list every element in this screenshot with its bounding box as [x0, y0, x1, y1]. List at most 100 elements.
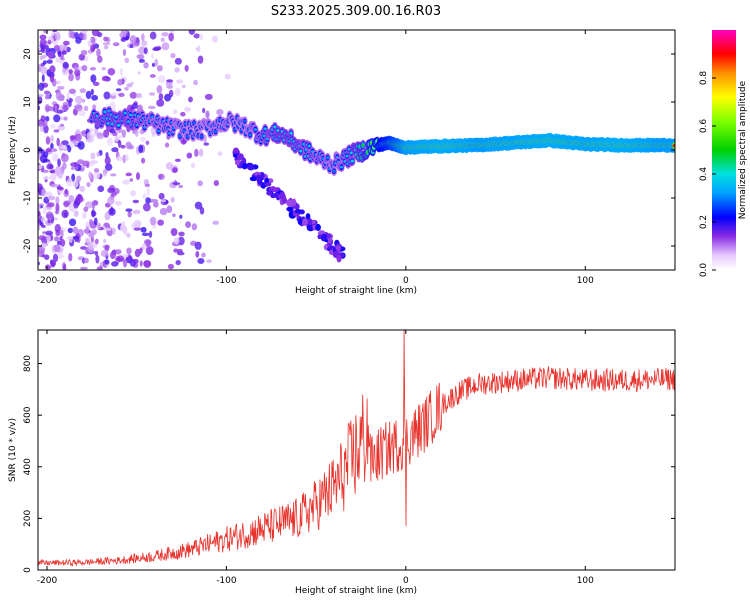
- ridge-core: [178, 134, 182, 138]
- speckle: [191, 223, 198, 231]
- speckle: [88, 233, 95, 239]
- speckle: [100, 249, 109, 258]
- speckle: [95, 254, 100, 264]
- speckle: [165, 162, 174, 170]
- speckle: [60, 153, 69, 163]
- speckle: [57, 50, 62, 58]
- streak-blob: [320, 233, 328, 242]
- speckle: [83, 33, 87, 41]
- speckle: [91, 30, 100, 37]
- speckle: [134, 129, 139, 137]
- speckle: [77, 159, 85, 165]
- speckle: [62, 40, 70, 46]
- speckle: [174, 57, 182, 65]
- speckle: [126, 83, 133, 88]
- speckle: [49, 169, 56, 174]
- speckle: [107, 187, 115, 194]
- ridge-core: [128, 113, 133, 117]
- streak-blob: [305, 213, 311, 220]
- speckle: [122, 48, 127, 56]
- speckle: [42, 206, 47, 215]
- speckle: [55, 230, 61, 237]
- speckle: [141, 157, 146, 164]
- speckle: [116, 156, 124, 162]
- spectrogram-xlabel: Height of straight line (km): [295, 286, 417, 296]
- speckle: [75, 95, 83, 105]
- speckle: [40, 115, 46, 122]
- speckle: [45, 136, 51, 145]
- speckle: [119, 68, 124, 76]
- speckle: [102, 168, 108, 177]
- speckle: [63, 116, 68, 121]
- speckle: [85, 90, 92, 100]
- speckle: [107, 137, 113, 146]
- y-tick-label: 0: [23, 147, 33, 153]
- speckle: [170, 197, 175, 203]
- speckle: [86, 131, 93, 140]
- speckle: [57, 158, 61, 167]
- speckle: [38, 235, 46, 241]
- speckle: [68, 237, 73, 244]
- ridge-core: [299, 149, 303, 153]
- speckle: [38, 47, 41, 52]
- speckle: [44, 95, 50, 100]
- speckle: [133, 219, 142, 228]
- speckle: [72, 226, 79, 234]
- speckle: [142, 193, 147, 200]
- speckle: [122, 258, 128, 268]
- speckle: [212, 220, 220, 225]
- speckle: [58, 44, 65, 52]
- speckle: [50, 183, 59, 188]
- speckle: [38, 223, 41, 231]
- speckle: [197, 44, 201, 53]
- speckle: [66, 178, 73, 187]
- speckle: [184, 64, 189, 72]
- speckle: [82, 212, 87, 220]
- speckle: [205, 110, 210, 119]
- speckle: [140, 136, 146, 143]
- speckle: [59, 145, 68, 150]
- speckle: [88, 171, 93, 180]
- colorbar-tick-label: 0.6: [699, 119, 709, 134]
- speckle: [103, 129, 110, 138]
- speckle: [68, 100, 72, 108]
- speckle: [45, 211, 54, 220]
- speckle: [42, 176, 50, 180]
- speckle: [70, 135, 77, 140]
- speckle: [50, 143, 54, 150]
- speckle: [117, 140, 122, 148]
- speckle: [148, 92, 156, 96]
- speckle: [68, 253, 73, 262]
- ridge-core: [123, 111, 127, 115]
- speckle: [70, 166, 75, 171]
- speckle: [57, 253, 64, 259]
- spectrogram-ylabel: Frequency (Hz): [8, 116, 18, 184]
- streak-blob: [317, 234, 322, 240]
- streak-blob: [264, 177, 270, 184]
- speckle: [68, 69, 73, 75]
- speckle: [161, 32, 169, 37]
- speckle: [71, 173, 76, 182]
- snr-frame: [37, 329, 676, 571]
- x-tick-label: -200: [37, 576, 58, 586]
- ridge-core: [340, 165, 344, 169]
- snr-panel: -200 -100 0 100 0 200 400 600 800 Height of str…: [8, 329, 676, 596]
- speckle: [224, 73, 231, 80]
- streak-blob: [297, 218, 303, 226]
- speckle: [136, 92, 143, 99]
- colorbar-tick-label: 0.0: [699, 263, 709, 278]
- streak-blob: [237, 153, 244, 161]
- speckle: [170, 227, 178, 237]
- speckle: [177, 236, 185, 246]
- speckle: [78, 110, 86, 117]
- speckle: [91, 94, 99, 101]
- speckle: [121, 129, 127, 138]
- x-tick-label: 100: [577, 276, 594, 286]
- streak-blob: [279, 191, 285, 199]
- figure-title: S233.2025.309.00.16.R03: [271, 4, 441, 19]
- speckle: [206, 259, 212, 264]
- speckle: [197, 55, 204, 64]
- speckle: [86, 163, 90, 169]
- speckle: [39, 39, 47, 46]
- ridge-core: [156, 129, 161, 133]
